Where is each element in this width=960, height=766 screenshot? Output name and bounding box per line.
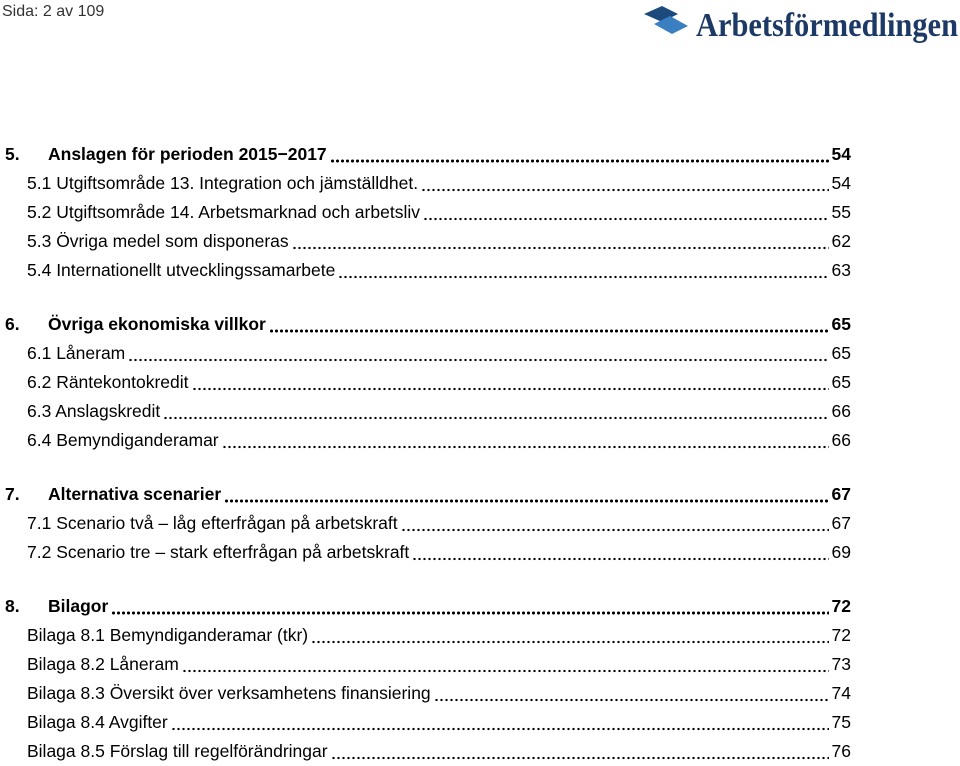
page-number: 69 [831, 542, 851, 562]
section-title: Anslagen för perioden 2015−2017 [48, 144, 327, 164]
toc-section: 7. Alternativa scenarier 67 7.1 Scenario tv… [0, 480, 960, 567]
section-title: Alternativa scenarier [48, 484, 222, 504]
section-number: 6. [5, 314, 20, 334]
leader [291, 227, 829, 256]
section-number: 5. [5, 144, 20, 164]
leader [221, 426, 829, 455]
toc-heading: 5. Anslagen för perioden 2015−2017 54 [0, 140, 851, 169]
entry-label: 5.4 Internationellt utvecklingssamarbete [27, 260, 336, 280]
page-number: 75 [831, 712, 851, 732]
entry-label: Bilaga 8.5 Förslag till regelförändringa… [27, 741, 328, 761]
toc-entry: 5.4 Internationellt utvecklingssamarbete… [0, 256, 851, 285]
toc-entry: 6.2 Räntekontokredit 65 [0, 368, 851, 397]
leader [338, 256, 829, 285]
toc-entry: 7.1 Scenario två – låg efterfrågan på ar… [0, 509, 851, 538]
toc-entry: Bilaga 8.4 Avgifter 75 [0, 708, 851, 737]
toc-entry: Bilaga 8.1 Bemyndiganderamar (tkr) 72 [0, 621, 851, 650]
toc-entry: 7.2 Scenario tre – stark efterfrågan på … [0, 538, 851, 567]
page-number: 66 [831, 430, 851, 450]
leader [128, 339, 829, 368]
leader [311, 621, 829, 650]
entry-label: 5.2 Utgiftsområde 14. Arbetsmarknad och … [27, 202, 420, 222]
entry-label: 6.1 Låneram [27, 343, 126, 363]
toc-entry: 5.3 Övriga medel som disponeras 62 [0, 227, 851, 256]
logo-icon [654, 16, 688, 34]
page-number: 65 [831, 314, 851, 334]
toc-entry: Bilaga 8.3 Översikt över verksamhetens f… [0, 679, 851, 708]
entry-label: Bilaga 8.2 Låneram [27, 654, 179, 674]
leader [330, 737, 829, 766]
page-number: 65 [831, 343, 851, 363]
page-number: 55 [831, 202, 851, 222]
page-number: 65 [831, 372, 851, 392]
section-title: Övriga ekonomiska villkor [48, 314, 266, 334]
toc-heading: 7. Alternativa scenarier 67 [0, 480, 851, 509]
toc-heading: 6. Övriga ekonomiska villkor 65 [0, 310, 851, 339]
leader [329, 140, 829, 169]
page-number: 76 [831, 741, 851, 761]
entry-label: 6.2 Räntekontokredit [27, 372, 189, 392]
page-number: 54 [831, 173, 851, 193]
leader [412, 538, 829, 567]
page-number: 72 [831, 596, 851, 616]
leader [163, 397, 829, 426]
leader [433, 679, 829, 708]
leader [400, 509, 829, 538]
leader [224, 480, 829, 509]
leader [191, 368, 829, 397]
entry-label: 7.2 Scenario tre – stark efterfrågan på … [27, 542, 410, 562]
page-number: 67 [831, 484, 851, 504]
page-number: 63 [831, 260, 851, 280]
entry-label: Bilaga 8.3 Översikt över verksamhetens f… [27, 683, 431, 703]
leader [421, 169, 829, 198]
leader [422, 198, 829, 227]
leader [111, 592, 829, 621]
logo: Arbetsförmedlingen [644, 6, 958, 44]
page-number: 62 [831, 231, 851, 251]
entry-label: Bilaga 8.4 Avgifter [27, 712, 168, 732]
leader [181, 650, 829, 679]
entry-label: 6.4 Bemyndiganderamar [27, 430, 219, 450]
toc-section: 8. Bilagor 72 Bilaga 8.1 Bemyndiganderamar … [0, 592, 960, 766]
entry-label: 5.1 Utgiftsområde 13. Integration och jä… [27, 173, 419, 193]
toc-entry: 5.2 Utgiftsområde 14. Arbetsmarknad och … [0, 198, 851, 227]
page-number: 66 [831, 401, 851, 421]
toc-entry: 6.3 Anslagskredit 66 [0, 397, 851, 426]
logo-text: Arbetsförmedlingen [696, 7, 958, 44]
entry-label: Bilaga 8.1 Bemyndiganderamar (tkr) [27, 625, 309, 645]
toc-section: 5. Anslagen för perioden 2015−2017 54 5.1 U… [0, 140, 960, 285]
section-title: Bilagor [48, 596, 109, 616]
toc-entry: Bilaga 8.2 Låneram 73 [0, 650, 851, 679]
page-number: 54 [831, 144, 851, 164]
toc-entry: 6.1 Låneram 65 [0, 339, 851, 368]
page-info: Sida: 2 av 109 [2, 3, 105, 20]
page-number: 73 [831, 654, 851, 674]
entry-label: 6.3 Anslagskredit [27, 401, 161, 421]
leader [170, 708, 829, 737]
page-number: 74 [831, 683, 851, 703]
toc-heading: 8. Bilagor 72 [0, 592, 851, 621]
page-number: 72 [831, 625, 851, 645]
entry-label: 5.3 Övriga medel som disponeras [27, 231, 289, 251]
toc-entry: 6.4 Bemyndiganderamar 66 [0, 426, 851, 455]
toc-entry: Bilaga 8.5 Förslag till regelförändringa… [0, 737, 851, 766]
leader [268, 310, 829, 339]
table-of-contents: 5. Anslagen för perioden 2015−2017 54 5.1 U… [0, 140, 960, 766]
page-number: 67 [831, 513, 851, 533]
section-number: 7. [5, 484, 20, 504]
section-number: 8. [5, 596, 20, 616]
toc-section: 6. Övriga ekonomiska villkor 65 6.1 Låneram… [0, 310, 960, 455]
entry-label: 7.1 Scenario två – låg efterfrågan på ar… [27, 513, 398, 533]
toc-entry: 5.1 Utgiftsområde 13. Integration och jä… [0, 169, 851, 198]
